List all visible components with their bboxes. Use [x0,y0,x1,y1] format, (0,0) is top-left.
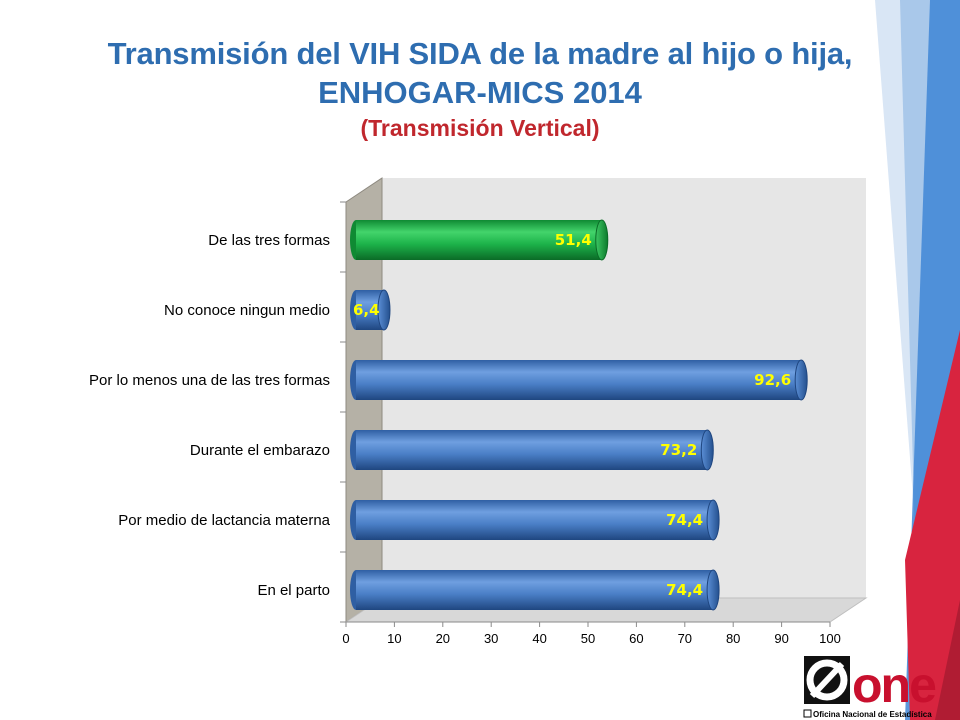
category-label: De las tres formas [208,232,330,249]
bar-0 [350,219,609,261]
bar-4 [350,499,720,541]
category-label: Por medio de lactancia materna [118,512,330,529]
data-label: 73,2 [660,441,697,459]
x-tick-label: 50 [581,631,595,646]
x-tick-label: 100 [819,631,841,646]
x-tick-label: 90 [774,631,788,646]
logo-wordmark: one [852,657,936,713]
chart-title: Transmisión del VIH SIDA de la madre al … [107,36,853,71]
x-tick-label: 10 [387,631,401,646]
bar-1 [350,289,391,331]
category-label: En el parto [257,582,330,599]
data-label: 74,4 [666,581,703,599]
one-logo: one Oficina Nacional de Estadística [803,656,938,719]
category-label: Por lo menos una de las tres formas [89,372,330,389]
data-label: 92,6 [754,371,791,389]
logo-tagline: Oficina Nacional de Estadística [813,710,932,719]
chart-subtitle: (Transmisión Vertical) [360,115,600,141]
bar-3 [350,429,714,471]
data-label: 51,4 [555,231,592,249]
x-tick-label: 80 [726,631,740,646]
x-tick-label: 60 [629,631,643,646]
x-tick-label: 20 [436,631,450,646]
bar-2 [350,359,808,401]
bar-5 [350,569,720,611]
x-tick-label: 30 [484,631,498,646]
data-label: 74,4 [666,511,703,529]
x-tick-label: 40 [532,631,546,646]
category-label: Durante el embarazo [190,442,330,459]
x-tick-label: 0 [342,631,349,646]
decorative-side-ribbons [875,0,960,720]
data-label: 6,4 [353,301,380,319]
x-tick-label: 70 [678,631,692,646]
category-label: No conoce ningun medio [164,302,330,319]
chart-title-line2: ENHOGAR-MICS 2014 [318,75,642,110]
